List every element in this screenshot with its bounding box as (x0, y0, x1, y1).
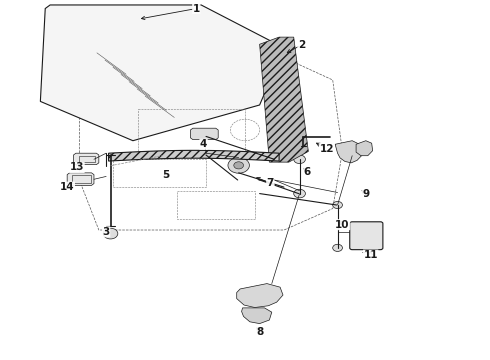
Polygon shape (191, 128, 218, 140)
Circle shape (103, 228, 118, 239)
Polygon shape (74, 153, 99, 165)
Polygon shape (242, 308, 272, 324)
Polygon shape (237, 284, 283, 307)
Circle shape (294, 189, 305, 198)
Polygon shape (67, 173, 94, 185)
Text: 6: 6 (304, 167, 311, 177)
Text: 1: 1 (193, 4, 200, 14)
Text: 8: 8 (256, 327, 263, 337)
Circle shape (251, 290, 269, 302)
Text: 5: 5 (163, 170, 170, 180)
Circle shape (294, 155, 305, 163)
Text: 3: 3 (102, 227, 110, 237)
FancyBboxPatch shape (350, 222, 383, 249)
Text: 9: 9 (362, 189, 369, 199)
Polygon shape (356, 141, 373, 156)
Polygon shape (260, 37, 308, 162)
Text: 14: 14 (60, 182, 74, 192)
Circle shape (228, 157, 249, 173)
Text: 7: 7 (267, 178, 274, 188)
Text: 4: 4 (200, 139, 207, 149)
Text: 2: 2 (298, 40, 305, 50)
Text: 11: 11 (364, 250, 378, 260)
Polygon shape (109, 150, 279, 161)
Polygon shape (335, 141, 363, 163)
Text: 12: 12 (319, 144, 334, 154)
Circle shape (234, 162, 244, 169)
Text: 10: 10 (335, 220, 350, 230)
Polygon shape (40, 5, 284, 141)
Text: 13: 13 (70, 162, 84, 172)
Circle shape (333, 202, 343, 208)
Circle shape (343, 148, 354, 157)
Circle shape (333, 244, 343, 251)
